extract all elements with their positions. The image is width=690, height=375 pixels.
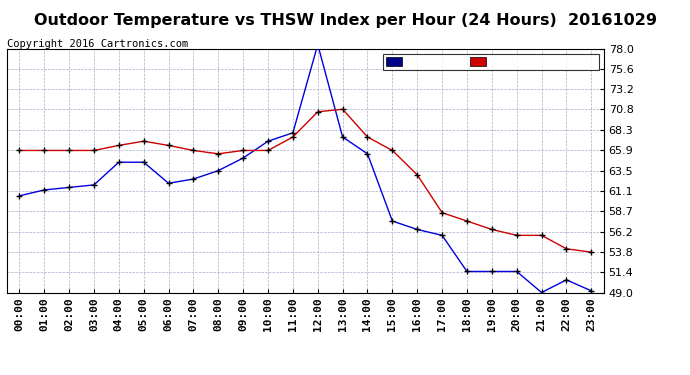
Text: Copyright 2016 Cartronics.com: Copyright 2016 Cartronics.com	[7, 39, 188, 50]
Legend: THSW  (°F), Temperature  (°F): THSW (°F), Temperature (°F)	[383, 54, 598, 70]
Text: Outdoor Temperature vs THSW Index per Hour (24 Hours)  20161029: Outdoor Temperature vs THSW Index per Ho…	[34, 13, 656, 28]
